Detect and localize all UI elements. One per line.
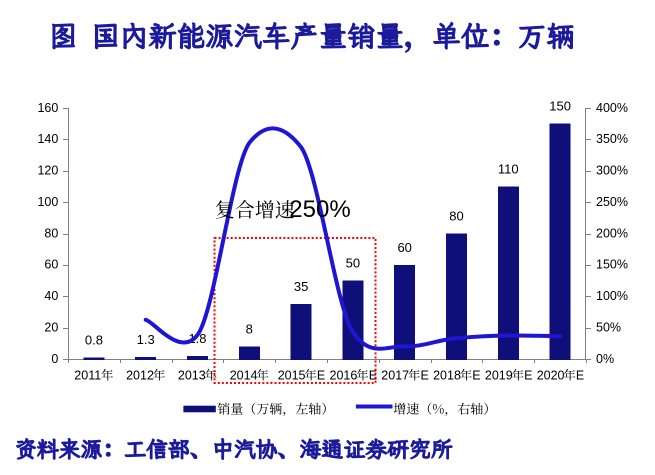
svg-text:100%: 100% (596, 289, 628, 303)
svg-text:2015: 2015 (278, 369, 306, 383)
svg-text:2012: 2012 (126, 369, 154, 383)
svg-text:150%: 150% (596, 258, 628, 272)
svg-text:1.3: 1.3 (137, 332, 155, 347)
svg-text:80: 80 (44, 226, 58, 240)
svg-text:2017: 2017 (381, 369, 409, 383)
svg-text:E: E (317, 369, 325, 383)
svg-text:140: 140 (37, 132, 58, 146)
svg-text:400%: 400% (596, 101, 628, 115)
svg-text:120: 120 (37, 164, 58, 178)
svg-text:0%: 0% (596, 352, 614, 366)
svg-text:1.8: 1.8 (188, 331, 206, 346)
svg-text:200%: 200% (596, 226, 628, 240)
svg-text:250%: 250% (289, 196, 350, 223)
svg-text:350%: 350% (596, 132, 628, 146)
svg-text:60: 60 (44, 258, 58, 272)
svg-text:60: 60 (397, 240, 411, 255)
svg-text:150: 150 (549, 99, 571, 114)
svg-text:2011: 2011 (74, 369, 101, 383)
svg-text:2020: 2020 (537, 369, 565, 383)
svg-text:E: E (421, 369, 429, 383)
svg-text:E: E (576, 369, 584, 383)
svg-text:2013: 2013 (178, 369, 206, 383)
svg-text:0: 0 (51, 352, 58, 366)
svg-text:300%: 300% (596, 164, 628, 178)
svg-text:250%: 250% (596, 195, 628, 209)
svg-text:50%: 50% (596, 320, 621, 334)
svg-text:110: 110 (498, 161, 519, 176)
svg-text:8: 8 (246, 321, 253, 336)
svg-text:E: E (369, 369, 377, 383)
svg-text:0.8: 0.8 (85, 333, 103, 348)
svg-text:40: 40 (44, 289, 58, 303)
svg-text:50: 50 (346, 256, 360, 271)
svg-text:E: E (524, 369, 532, 383)
svg-text:100: 100 (37, 195, 58, 209)
svg-text:2014: 2014 (230, 369, 258, 383)
svg-text:2018: 2018 (433, 369, 461, 383)
svg-text:2019: 2019 (485, 369, 513, 383)
svg-text:20: 20 (44, 320, 58, 334)
svg-text:80: 80 (449, 209, 463, 224)
svg-text:E: E (472, 369, 480, 383)
svg-text:2016: 2016 (330, 369, 358, 383)
svg-text:160: 160 (37, 101, 58, 115)
svg-text:35: 35 (294, 279, 308, 294)
